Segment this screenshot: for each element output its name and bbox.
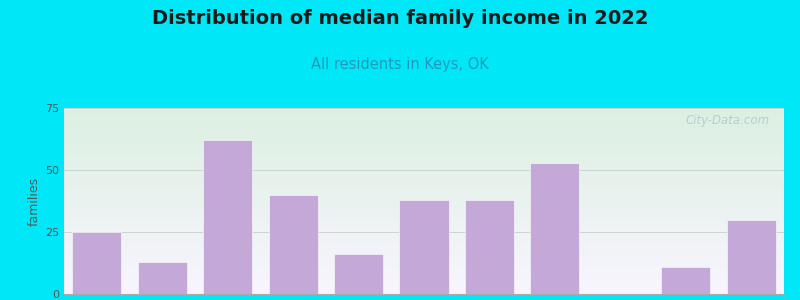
Bar <box>138 262 186 294</box>
Bar <box>662 267 710 294</box>
Bar <box>72 232 122 294</box>
Bar <box>203 140 252 294</box>
Text: Distribution of median family income in 2022: Distribution of median family income in … <box>152 9 648 28</box>
Bar <box>269 195 318 294</box>
Bar <box>530 163 579 294</box>
Bar <box>726 220 776 294</box>
Text: All residents in Keys, OK: All residents in Keys, OK <box>311 57 489 72</box>
Text: City-Data.com: City-Data.com <box>686 114 770 127</box>
Y-axis label: families: families <box>28 176 41 226</box>
Bar <box>399 200 449 294</box>
Bar <box>465 200 514 294</box>
Bar <box>334 254 383 294</box>
